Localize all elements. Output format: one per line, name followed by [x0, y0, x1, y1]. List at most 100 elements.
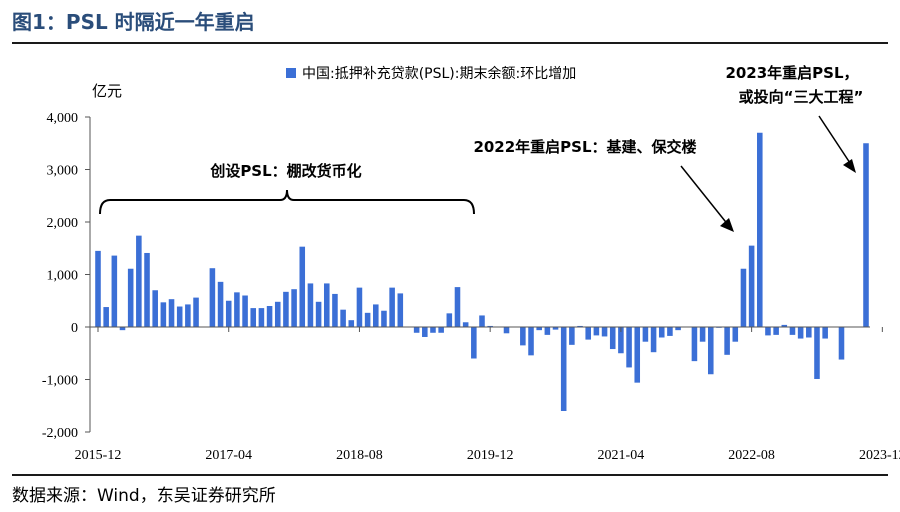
y-axis: -2,000 -1,000 0 1,000 2,000 3,000 4,000 — [42, 111, 91, 441]
bar — [242, 295, 248, 327]
bar — [569, 327, 575, 345]
bar — [364, 312, 371, 327]
bar — [373, 304, 379, 327]
bar — [773, 327, 779, 335]
y-axis-unit: 亿元 — [92, 82, 122, 100]
bar — [863, 143, 869, 327]
bar — [438, 327, 444, 333]
bar — [176, 306, 183, 327]
bar — [283, 291, 289, 327]
bar — [544, 327, 551, 335]
bar-series — [95, 132, 869, 411]
bar — [250, 308, 257, 327]
bar — [732, 327, 739, 342]
bar — [119, 327, 126, 331]
x-axis: 2015-12 2017-04 2018-08 2019-12 2021-04 2022-… — [75, 326, 900, 463]
bar — [560, 327, 567, 411]
bar — [136, 235, 142, 327]
bar — [144, 252, 150, 327]
x-tick-label: 2017-04 — [205, 448, 252, 463]
chart-legend: 中国:抵押补充贷款(PSL):期末余额:环比增加 — [286, 65, 576, 82]
bar — [356, 287, 363, 328]
bar — [209, 268, 216, 327]
bar — [740, 268, 747, 327]
annotation-psl-creation-label: 创设PSL：棚改货币化 — [209, 162, 361, 180]
bar — [650, 327, 657, 353]
y-tick-label: 2,000 — [47, 216, 79, 231]
bar — [348, 320, 355, 327]
y-tick-label: 3,000 — [47, 164, 79, 179]
bar — [168, 299, 175, 327]
annotation-2023-line1: 2023年重启PSL， — [725, 64, 858, 82]
bar — [707, 327, 714, 375]
bar — [691, 327, 698, 362]
x-tick-label: 2023-12 — [859, 448, 900, 463]
bar — [822, 327, 828, 339]
bar — [642, 327, 649, 342]
annotation-2023-line2: 或投向“三大工程” — [739, 88, 864, 106]
bar — [103, 307, 109, 327]
bar — [193, 297, 199, 327]
figure-title: 图1：PSL 时隔近一年重启 — [12, 10, 255, 34]
bar — [160, 302, 167, 327]
bar — [601, 327, 608, 337]
bar — [217, 281, 224, 327]
bar — [479, 315, 485, 327]
bar — [381, 310, 387, 327]
bar — [234, 292, 240, 327]
bar — [487, 325, 493, 327]
bar — [577, 325, 583, 327]
title-divider — [12, 42, 888, 44]
bar — [699, 327, 706, 342]
bar — [462, 322, 469, 327]
bar — [185, 304, 191, 327]
bar — [789, 327, 796, 335]
annotation-2022-restart: 2022年重启PSL：基建、保交楼 — [473, 138, 734, 232]
legend-swatch — [286, 68, 296, 78]
x-tick-label: 2018-08 — [336, 448, 383, 463]
bar — [332, 293, 338, 327]
bar — [323, 283, 330, 327]
data-source: 数据来源：Wind，东吴证券研究所 — [12, 486, 276, 506]
bar — [748, 245, 755, 328]
bar — [397, 293, 404, 327]
bar — [658, 327, 665, 338]
bar — [299, 246, 306, 327]
bar — [724, 327, 730, 355]
bar — [536, 327, 542, 331]
x-tick-label: 2019-12 — [467, 448, 514, 463]
bar — [430, 327, 436, 333]
bar — [389, 287, 395, 328]
bar — [422, 327, 428, 337]
annotation-psl-creation: 创设PSL：棚改货币化 — [99, 162, 475, 215]
bar — [618, 327, 624, 354]
bar — [528, 327, 534, 356]
bar — [152, 290, 158, 327]
bar — [413, 327, 420, 333]
bar — [95, 250, 101, 328]
y-tick-label: 1,000 — [47, 269, 79, 284]
y-tick-label: -1,000 — [42, 374, 78, 389]
annotation-2023-arrowhead — [843, 159, 856, 173]
bar — [446, 313, 453, 327]
annotation-bracket — [99, 189, 475, 215]
bar — [593, 327, 600, 336]
y-tick-label: 4,000 — [47, 111, 79, 126]
x-tick-label: 2022-08 — [728, 448, 775, 463]
bar — [315, 301, 322, 327]
bar — [503, 327, 510, 334]
footer-divider — [12, 474, 888, 476]
annotation-2023-restart: 2023年重启PSL， 或投向“三大工程” — [725, 64, 863, 173]
bar — [675, 327, 681, 331]
bar — [626, 327, 632, 368]
bar — [454, 287, 461, 327]
bar — [340, 309, 346, 327]
bar — [307, 283, 314, 327]
legend-label: 中国:抵押补充贷款(PSL):期末余额:环比增加 — [302, 65, 576, 82]
bar — [225, 300, 232, 327]
bar — [757, 132, 763, 327]
bar — [814, 327, 820, 379]
annotation-2023-arrow — [818, 115, 853, 167]
bar — [291, 289, 297, 327]
bar — [471, 327, 477, 359]
